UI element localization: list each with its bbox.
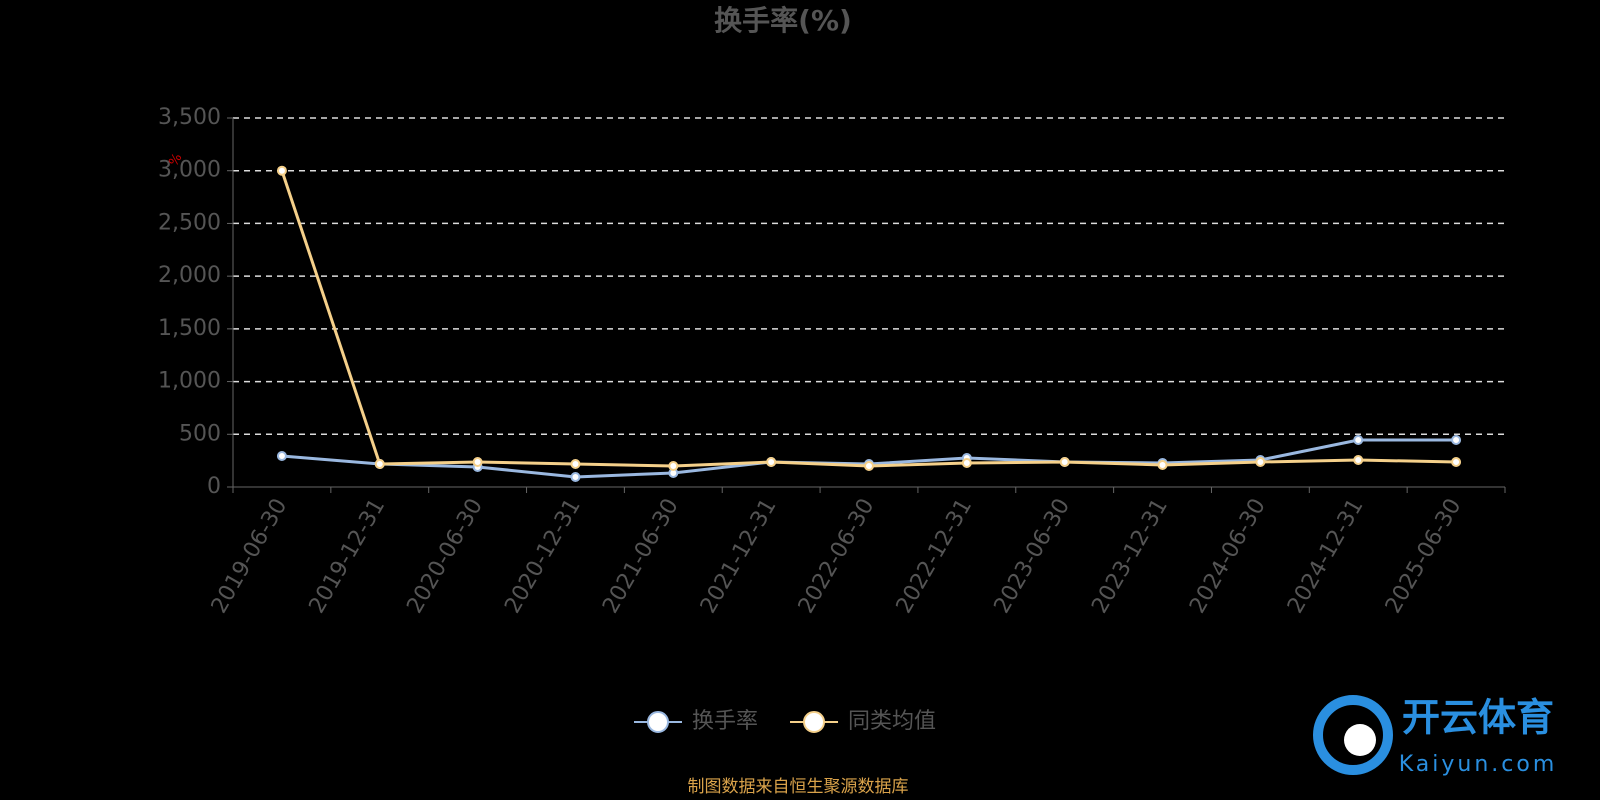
- point: [668, 461, 679, 472]
- watermark-ball: [1344, 724, 1376, 756]
- point: [1451, 457, 1462, 468]
- x-tick-label: 2020-12-31: [500, 495, 586, 618]
- y-tick-label: 3,500: [158, 105, 221, 130]
- x-tick-label: 2022-12-31: [892, 495, 978, 618]
- legend-label: 换手率: [692, 709, 758, 734]
- series-line: [280, 170, 1457, 468]
- legend-label: 同类均值: [848, 709, 936, 734]
- watermark: 开云体育 Kaiyun.com: [1313, 695, 1558, 777]
- point: [766, 457, 777, 468]
- y-tick-label: 2,500: [158, 210, 221, 235]
- point: [374, 459, 385, 470]
- legend-marker: [647, 711, 669, 733]
- point: [1353, 434, 1364, 445]
- y-tick-label: 1,500: [158, 316, 221, 341]
- watermark-site: Kaiyun.com: [1399, 752, 1558, 777]
- x-tick-label: 2025-06-30: [1381, 495, 1467, 618]
- y-tick-label: 2,000: [158, 263, 221, 288]
- legend-marker: [803, 711, 826, 733]
- x-tick-label: 2024-06-30: [1185, 495, 1271, 618]
- x-tick-label: 2020-06-30: [402, 494, 488, 617]
- point: [276, 451, 287, 462]
- chart-title: 换手率(%): [714, 4, 852, 37]
- watermark-brand: 开云体育: [1402, 696, 1554, 740]
- x-tick-label: 2021-06-30: [598, 495, 684, 618]
- x-tick-label: 2023-12-31: [1087, 495, 1173, 618]
- point: [961, 457, 972, 468]
- x-tick-label: 2019-06-30: [207, 495, 293, 618]
- legend-item[interactable]: 换手率: [634, 709, 758, 734]
- y-tick-label: 3,000: [158, 158, 221, 183]
- source-note: 制图数据来自恒生聚源数据库: [688, 777, 909, 797]
- x-tick-label: 2021-12-31: [696, 495, 782, 618]
- point: [276, 165, 287, 176]
- point: [864, 461, 874, 472]
- y-tick-label: 0: [207, 474, 221, 499]
- x-tick-label: 2024-12-31: [1283, 495, 1369, 618]
- point: [1353, 455, 1364, 466]
- point: [1451, 434, 1462, 445]
- point: [1059, 457, 1070, 468]
- y-tick-label: 500: [179, 421, 221, 446]
- point: [1157, 459, 1168, 470]
- point: [570, 459, 581, 470]
- y-tick-label: 1,000: [158, 369, 221, 394]
- point: [472, 457, 483, 468]
- watermark-logo: [1313, 695, 1393, 775]
- x-tick-label: 2022-06-30: [794, 495, 880, 618]
- series-line: [281, 438, 1457, 479]
- point: [1255, 457, 1266, 468]
- point: [570, 471, 581, 482]
- x-tick-label: 2023-06-30: [990, 495, 1076, 618]
- legend-item[interactable]: 同类均值: [790, 709, 936, 734]
- x-tick-label: 2019-12-31: [305, 495, 391, 618]
